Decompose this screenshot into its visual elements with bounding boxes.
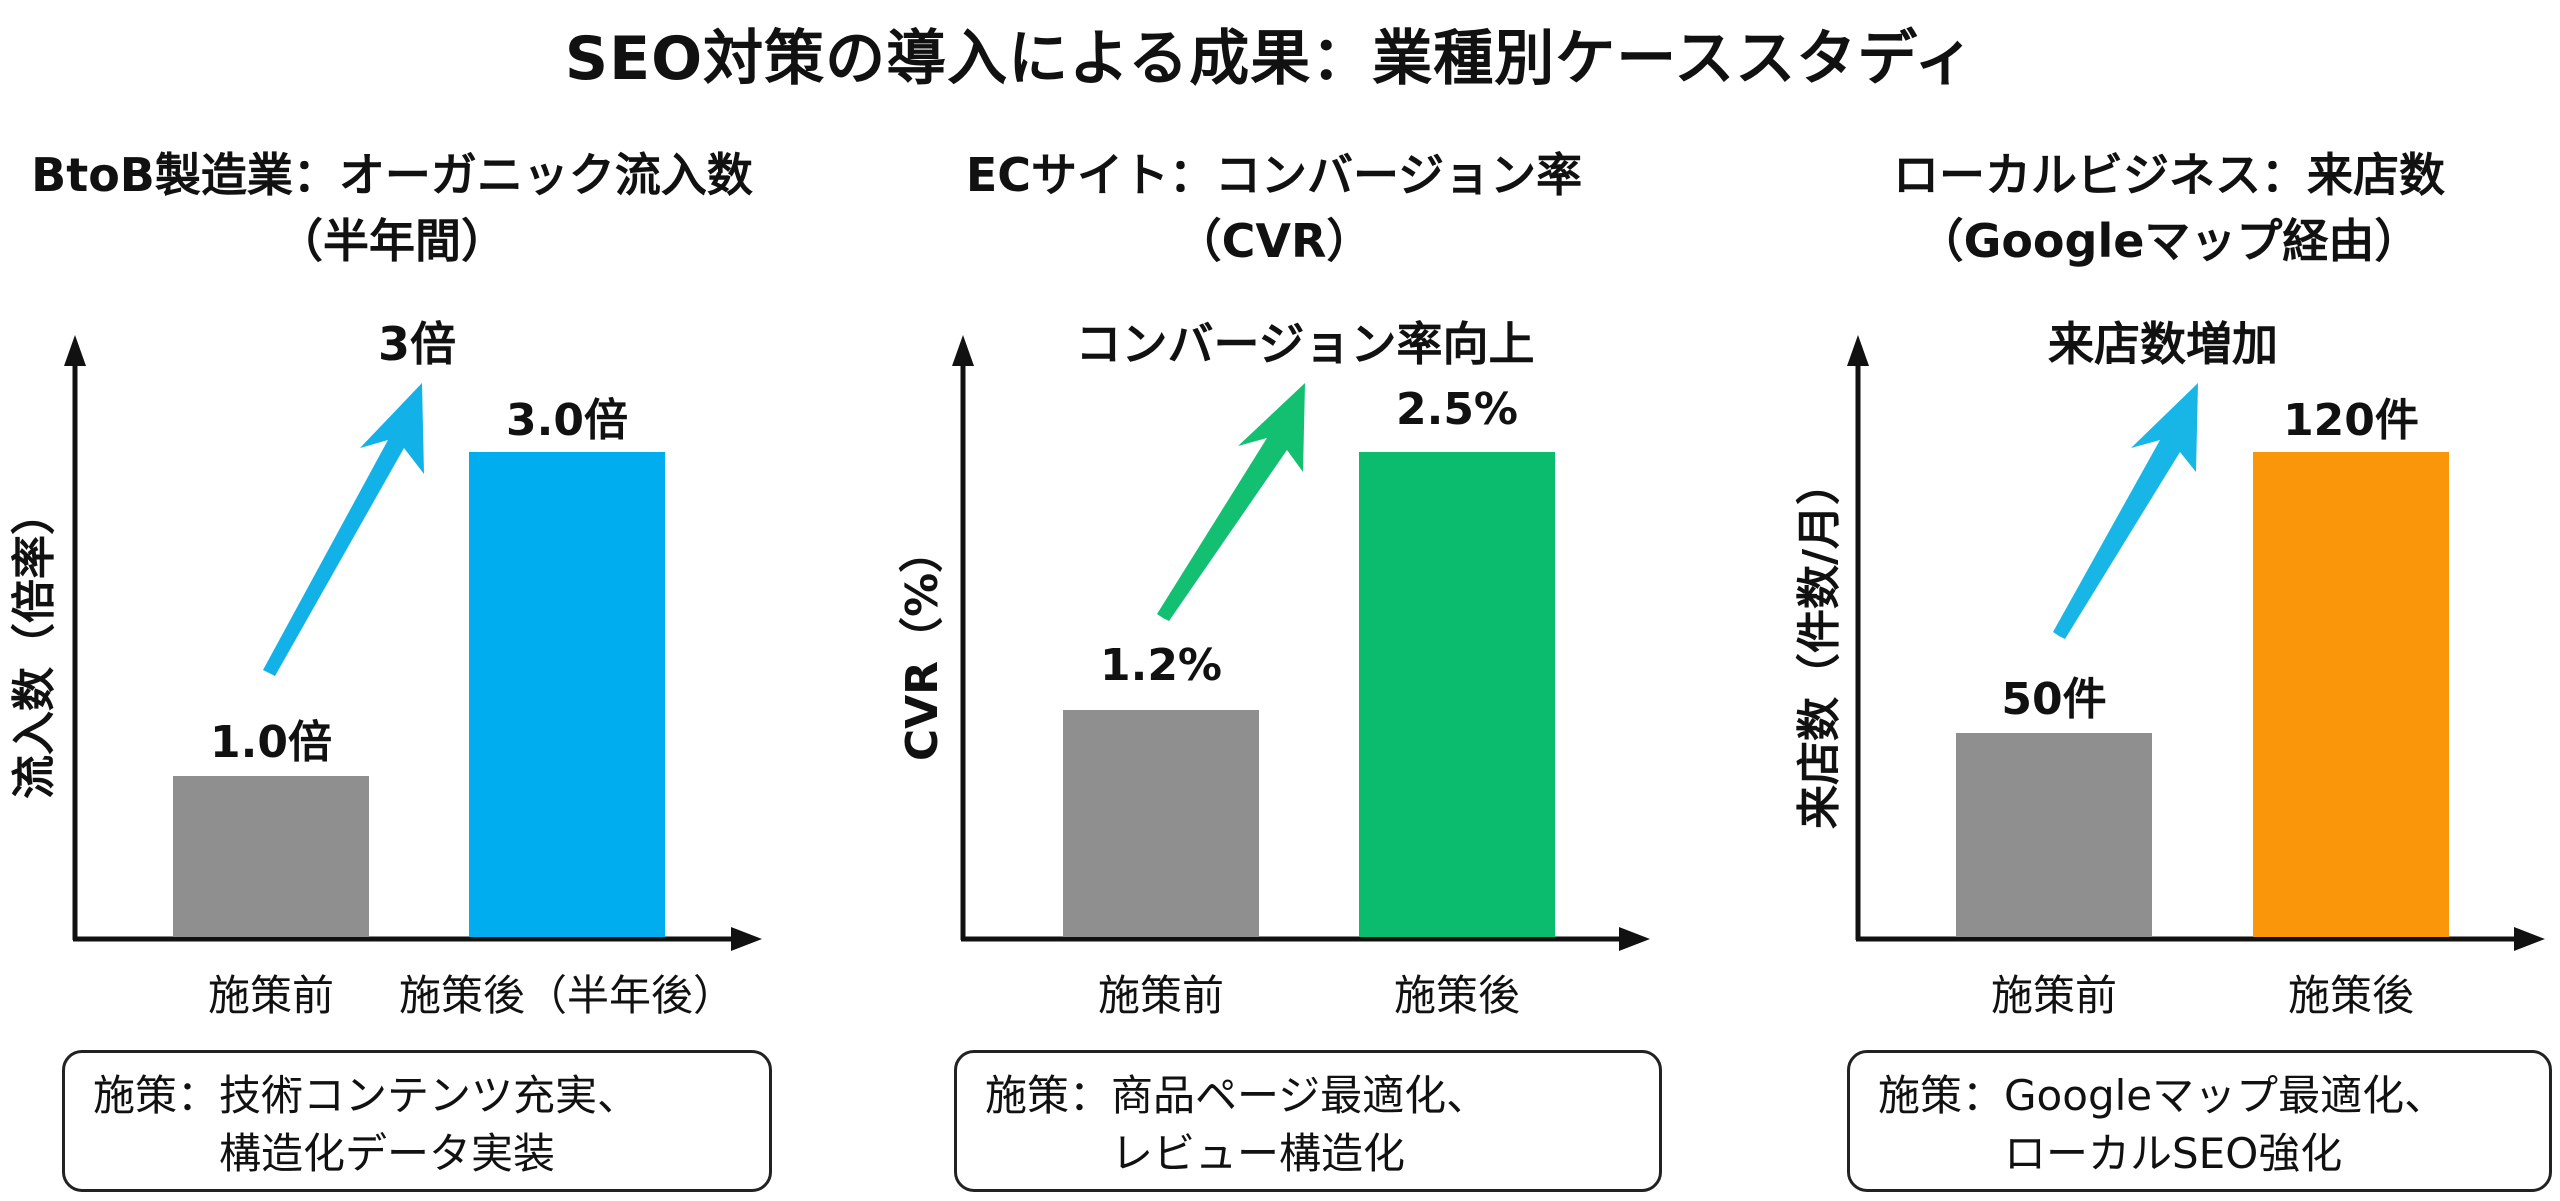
bar-before (173, 776, 369, 937)
panel-subtitle: BtoB製造業：オーガニック流入数 （半年間） (31, 142, 753, 274)
x-axis-arrow-icon (731, 927, 762, 951)
measure-box: 施策：商品ページ最適化、 レビュー構造化 (954, 1050, 1662, 1192)
x-tick-after: 施策後 (1393, 971, 1521, 1020)
value-label-before: 50件 (2001, 674, 2107, 725)
value-label-after: 120件 (2283, 395, 2419, 446)
x-tick-before: 施策前 (207, 971, 335, 1020)
value-label-before: 1.2% (1099, 640, 1223, 691)
x-tick-after: 施策後 (2287, 971, 2415, 1020)
measure-box: 施策：技術コンテンツ充実、 構造化データ実装 (62, 1050, 772, 1192)
y-axis-label: CVR（%） (897, 528, 948, 762)
value-label-after: 2.5% (1395, 384, 1519, 435)
y-axis-arrow-icon (1847, 335, 1869, 366)
measure-line1: 施策：商品ページ最適化、 (985, 1071, 1489, 1120)
x-tick-before: 施策前 (1097, 971, 1225, 1020)
measure-box: 施策：Googleマップ最適化、 ローカルSEO強化 (1847, 1050, 2552, 1192)
y-axis-label: 流入数（倍率） (9, 491, 60, 799)
bar-after (1359, 452, 1555, 937)
measure-line2: 構造化データ実装 (93, 1129, 556, 1178)
growth-callout: コンバージョン率向上 (1075, 317, 1535, 371)
bar-before (1956, 733, 2152, 937)
subtitle-line2: （半年間） (277, 214, 507, 268)
measure-line1: 施策：技術コンテンツ充実、 (93, 1071, 640, 1120)
x-tick-after: 施策後（半年後） (398, 971, 736, 1020)
bar-after (469, 452, 665, 937)
y-axis-arrow-icon (952, 335, 974, 366)
value-label-before: 1.0倍 (210, 717, 332, 768)
measure-line1: 施策：Googleマップ最適化、 (1878, 1071, 2447, 1120)
panel1-axes (64, 335, 762, 951)
x-tick-before: 施策前 (1990, 971, 2118, 1020)
subtitle-line1: ローカルビジネス：来店数 (1893, 148, 2445, 202)
measure-line2: レビュー構造化 (985, 1129, 1406, 1178)
x-axis-arrow-icon (1619, 927, 1650, 951)
growth-callout: 3倍 (377, 317, 457, 371)
panel-subtitle: ECサイト：コンバージョン率 （CVR） (966, 142, 1582, 274)
value-label-after: 3.0倍 (506, 395, 628, 446)
growth-callout: 来店数増加 (2048, 317, 2278, 371)
bar-before (1063, 710, 1259, 937)
growth-arrow-icon (2053, 383, 2198, 639)
subtitle-line2: （Googleマップ経由） (1917, 214, 2421, 268)
y-axis-arrow-icon (64, 335, 86, 366)
measure-line2: ローカルSEO強化 (1878, 1129, 2343, 1178)
panel2-axes (952, 335, 1650, 951)
subtitle-line1: ECサイト：コンバージョン率 (965, 148, 1583, 202)
growth-arrow-icon (263, 383, 424, 676)
x-axis-arrow-icon (2514, 927, 2545, 951)
page-title: SEO対策の導入による成果：業種別ケーススタディ (564, 24, 1976, 94)
panel3-axes (1847, 335, 2545, 951)
y-axis-label: 来店数（件数/月） (1794, 460, 1845, 830)
growth-arrow-icon (1157, 383, 1305, 621)
bar-after (2253, 452, 2449, 937)
panel-subtitle: ローカルビジネス：来店数 （Googleマップ経由） (1893, 142, 2445, 274)
subtitle-line1: BtoB製造業：オーガニック流入数 (31, 148, 753, 202)
subtitle-line2: （CVR） (1175, 214, 1373, 268)
